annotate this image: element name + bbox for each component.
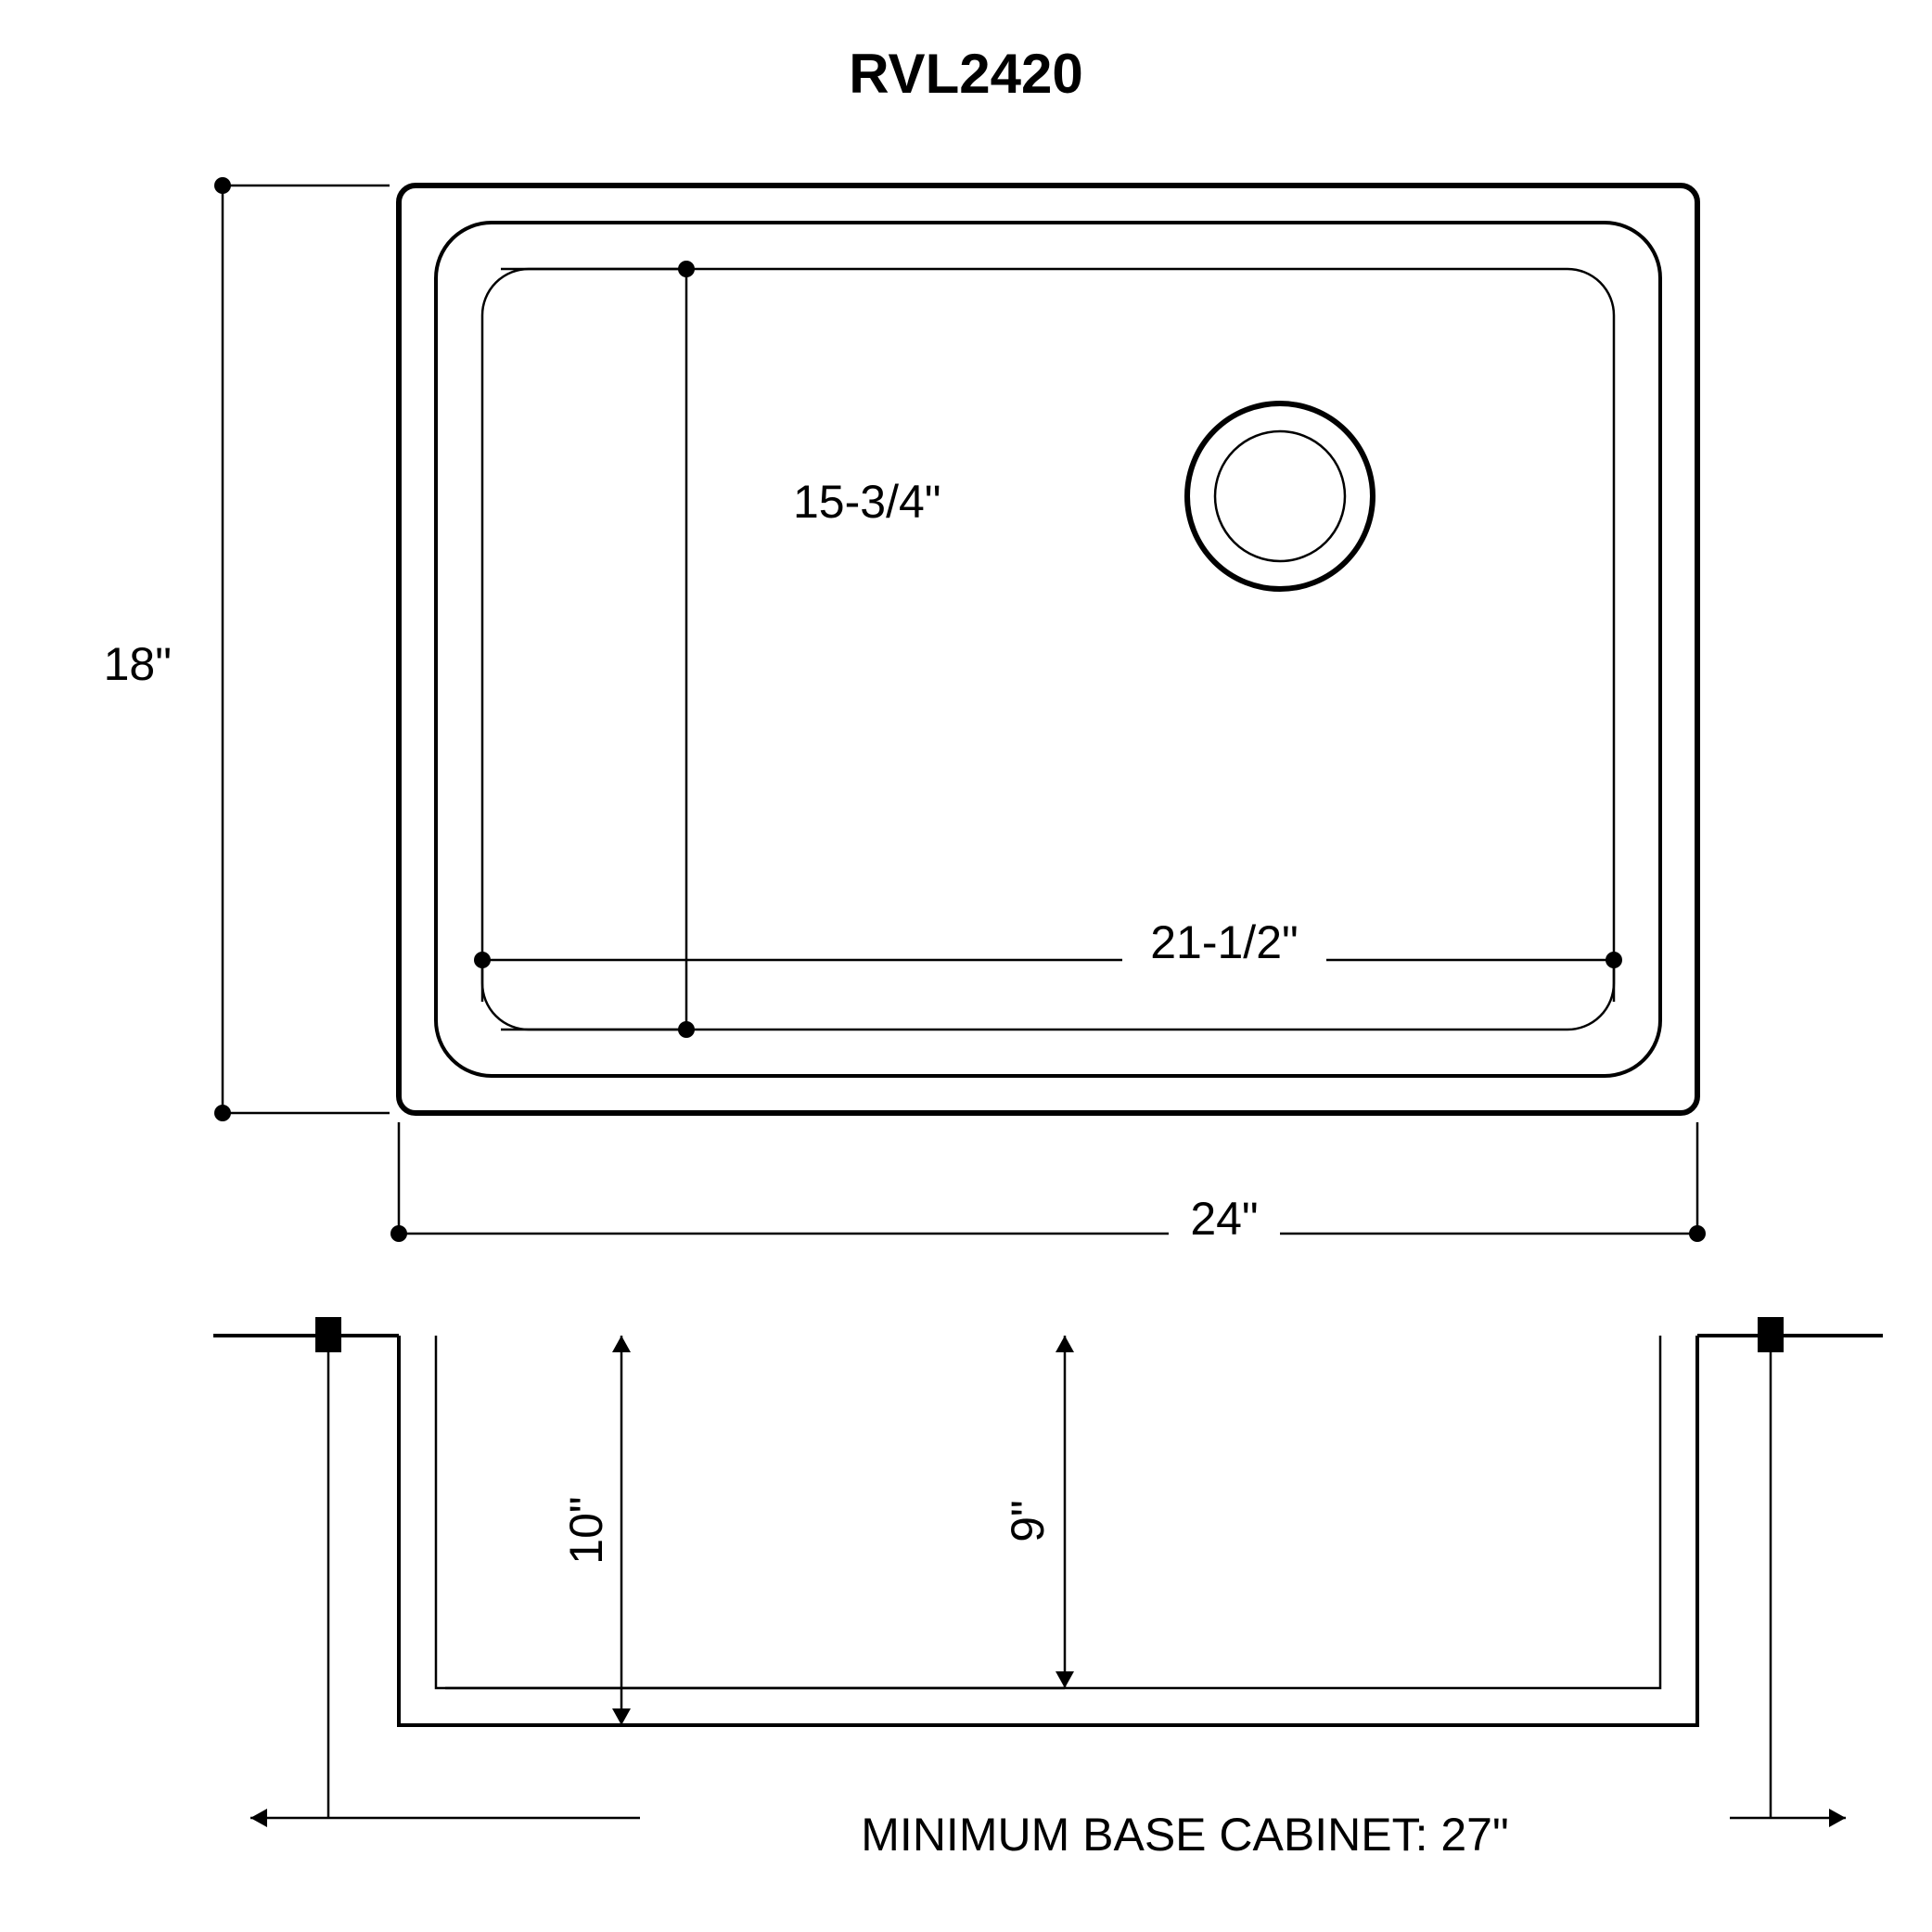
svg-text:18": 18" [104, 638, 172, 690]
svg-text:9": 9" [1002, 1500, 1054, 1542]
min-cabinet-label: MINIMUM BASE CABINET: 27" [861, 1809, 1508, 1861]
technical-drawing: RVL2420 18" 15-3/4" 21-1/2" 24" 10" 9" MINIMUM … [0, 0, 1932, 1932]
svg-text:21-1/2": 21-1/2" [1150, 916, 1299, 968]
svg-text:15-3/4": 15-3/4" [793, 476, 941, 528]
model-title: RVL2420 [849, 43, 1082, 105]
svg-text:24": 24" [1190, 1193, 1258, 1245]
diagram-canvas: RVL2420 18" 15-3/4" 21-1/2" 24" 10" 9" MINIMUM … [0, 0, 1932, 1932]
svg-text:10": 10" [560, 1496, 612, 1564]
